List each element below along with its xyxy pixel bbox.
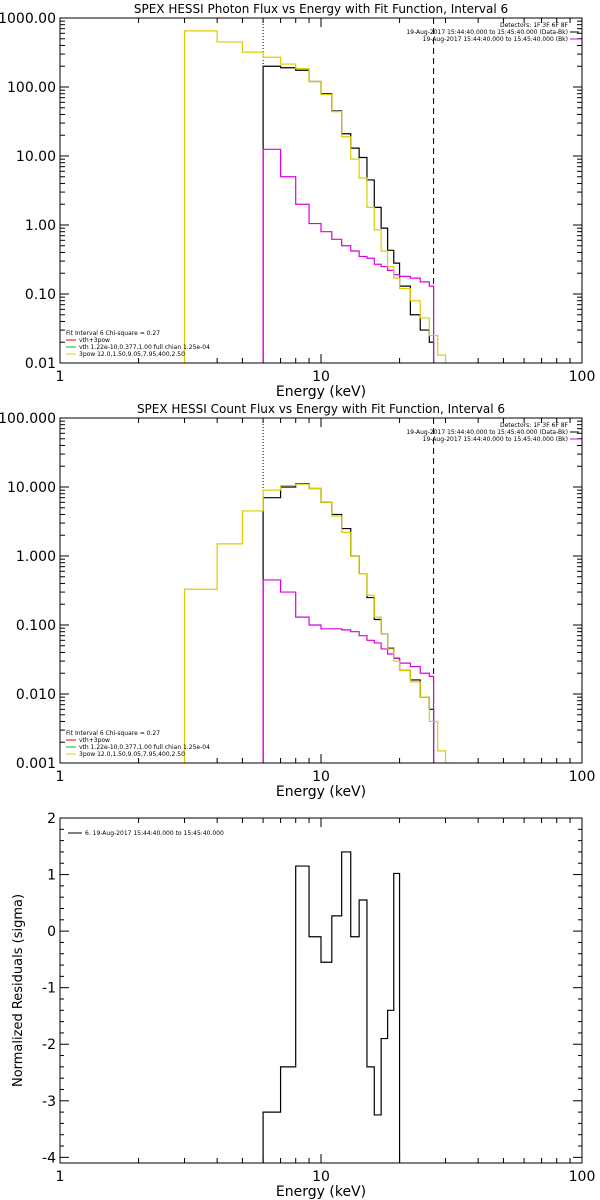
x-tick-label: 1 <box>56 1169 65 1185</box>
plot-area <box>262 851 401 1163</box>
x-axis-label: Energy (keV) <box>276 784 366 800</box>
y-tick-label: 0.100 <box>16 618 56 634</box>
x-axis-label: Energy (keV) <box>276 384 366 400</box>
plot-area <box>183 30 447 363</box>
chart-panel-2: SPEX HESSI Count Flux vs Energy with Fit… <box>0 402 595 800</box>
legend-entry: vth 1.22e-10,0.377,1.00 full chian 1.25e… <box>79 744 210 751</box>
series-line-3 <box>183 30 447 363</box>
series-line-1 <box>262 483 435 763</box>
y-tick-label: 10.00 <box>16 149 56 165</box>
legend-entry: Fit Interval 6 Chi-square = 0.27 <box>66 730 160 737</box>
y-tick-label: -3 <box>42 1094 56 1110</box>
legend-entry: vth 1.22e-10,0.377,1.00 full chian 1.25e… <box>79 344 210 351</box>
legend-entry: Detectors: 1F 3F 6F 8F <box>500 422 569 429</box>
x-tick-label: 1 <box>56 369 65 385</box>
y-tick-label: 1 <box>47 868 56 884</box>
y-tick-label: 1.00 <box>25 218 56 234</box>
y-tick-label: 0.01 <box>25 356 56 372</box>
legend-entry: 19-Aug-2017 15:44:40.000 to 15:45:40.000… <box>406 429 568 436</box>
legend-entry: 3pow 12.0,1.50,9.05,7.95,400,2.50 <box>79 351 185 358</box>
y-tick-label: -1 <box>42 981 56 997</box>
y-tick-label: 0.010 <box>16 687 56 703</box>
legend-entry: 3pow 12.0,1.50,9.05,7.95,400,2.50 <box>79 751 185 758</box>
plot-area <box>183 483 453 763</box>
plot-frame <box>59 417 583 764</box>
legend-entry: Detectors: 1F 3F 6F 8F <box>500 22 569 29</box>
y-axis-label: Normalized Residuals (sigma) <box>11 894 26 1087</box>
x-tick-label: 100 <box>569 369 596 385</box>
y-tick-label: 1000.00 <box>0 11 56 27</box>
plot-frame <box>59 817 583 1164</box>
legend-entry: vth+3pow <box>79 737 110 744</box>
series-line-1 <box>262 851 401 1163</box>
y-tick-label: -2 <box>42 1037 56 1053</box>
y-tick-label: 10.000 <box>7 480 56 496</box>
x-tick-label: 10 <box>312 369 330 385</box>
series-line-2 <box>262 579 435 763</box>
chart-panel-1: SPEX HESSI Photon Flux vs Energy with Fi… <box>0 2 595 400</box>
series-line-2 <box>262 148 435 363</box>
x-tick-label: 1 <box>56 769 65 785</box>
y-tick-label: 100.00 <box>7 80 56 96</box>
legend-entry: 19-Aug-2017 15:44:40.000 to 15:45:40.000… <box>406 29 568 36</box>
series-line-1 <box>262 65 435 363</box>
plot-frame <box>59 17 583 364</box>
legend-entry: 19-Aug-2017 15:44:40.000 to 15:45:40.000… <box>423 36 568 43</box>
legend-entry: 19-Aug-2017 15:44:40.000 to 15:45:40.000… <box>423 436 568 443</box>
y-tick-label: 2 <box>47 811 56 827</box>
y-tick-label: 0.10 <box>25 287 56 303</box>
legend-entry: 6. 19-Aug-2017 15:44:40.000 to 15:45:40.… <box>85 830 224 837</box>
x-tick-label: 10 <box>312 1169 330 1185</box>
chart-title: SPEX HESSI Count Flux vs Energy with Fit… <box>137 402 505 416</box>
y-tick-label: -4 <box>42 1150 56 1166</box>
chart-title: SPEX HESSI Photon Flux vs Energy with Fi… <box>134 2 508 16</box>
legend-entry: Fit Interval 6 Chi-square = 0.27 <box>66 330 160 337</box>
series-line-3 <box>183 483 453 763</box>
x-tick-label: 10 <box>312 769 330 785</box>
y-tick-label: 0 <box>47 924 56 940</box>
x-tick-label: 100 <box>569 1169 596 1185</box>
y-tick-label: 100.000 <box>0 411 56 427</box>
legend-entry: vth+3pow <box>79 337 110 344</box>
x-axis-label: Energy (keV) <box>276 1184 366 1200</box>
y-tick-label: 1.000 <box>16 549 56 565</box>
x-tick-label: 100 <box>569 769 596 785</box>
y-tick-label: 0.001 <box>16 756 56 772</box>
